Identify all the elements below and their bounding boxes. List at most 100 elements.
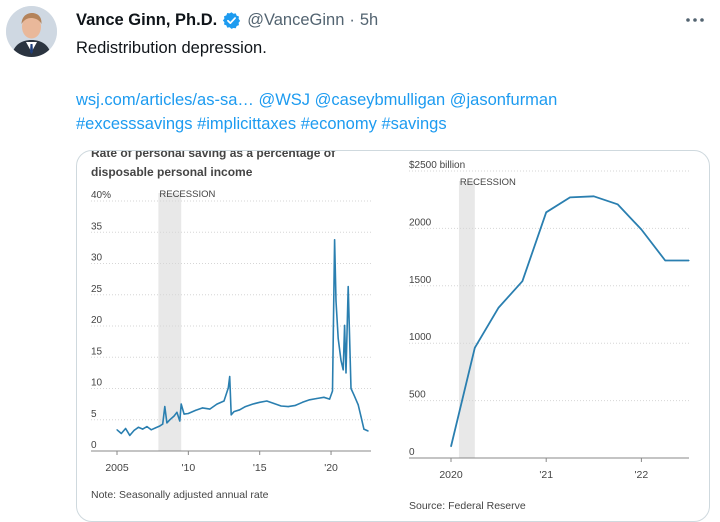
- data-point: [688, 259, 690, 262]
- article-link[interactable]: wsj.com/articles/as-sa…: [76, 91, 254, 109]
- mention-wsj[interactable]: @WSJ: [258, 91, 311, 109]
- data-point: [169, 419, 171, 421]
- data-point: [347, 286, 349, 288]
- y-tick-label: 1500: [409, 275, 432, 286]
- y-tick-label: 2000: [409, 217, 432, 228]
- recession-band: [458, 181, 475, 458]
- data-point: [173, 415, 175, 417]
- y-tick-label: 40%: [91, 190, 111, 201]
- data-point: [342, 369, 344, 371]
- x-tick-label: '21: [539, 469, 553, 481]
- data-point: [194, 409, 197, 411]
- tweet-header: Vance Ginn, Ph.D. @VanceGinn · 5h: [76, 9, 378, 31]
- media-card[interactable]: Rate of personal saving as a percentage …: [76, 150, 710, 522]
- data-point: [357, 404, 359, 406]
- y-tick-label: 1000: [409, 332, 432, 343]
- data-point: [179, 420, 181, 422]
- data-point: [287, 406, 289, 408]
- data-point: [164, 406, 166, 408]
- y-tick-label: $2500 billion: [409, 160, 465, 171]
- verified-badge-icon: [222, 11, 241, 30]
- more-options-icon[interactable]: [682, 12, 708, 28]
- data-point: [162, 423, 164, 425]
- data-point: [331, 390, 334, 392]
- data-point: [337, 337, 339, 340]
- recession-label: RECESSION: [460, 177, 516, 188]
- chart-title-line-2: disposable personal income: [91, 165, 253, 179]
- hashtag-implicittaxes[interactable]: #implicittaxes: [197, 115, 297, 133]
- data-point: [133, 429, 135, 431]
- chart-note: Source: Federal Reserve: [409, 500, 526, 512]
- data-point: [617, 203, 619, 205]
- data-point: [180, 403, 182, 405]
- y-tick-label: 20: [91, 315, 103, 326]
- avatar[interactable]: [6, 6, 57, 57]
- data-point: [230, 414, 232, 416]
- data-point: [294, 404, 296, 406]
- data-point: [593, 195, 595, 197]
- x-tick-label: '22: [635, 469, 649, 481]
- data-point: [323, 396, 325, 398]
- data-point: [309, 399, 311, 401]
- author-name[interactable]: Vance Ginn, Ph.D.: [76, 10, 218, 29]
- data-point: [187, 412, 189, 415]
- y-tick-label: 30: [91, 253, 103, 264]
- charts-image: Rate of personal saving as a percentage …: [91, 151, 690, 512]
- data-point: [150, 429, 152, 431]
- data-point: [329, 398, 331, 400]
- y-tick-label: 25: [91, 284, 103, 295]
- data-point: [166, 422, 168, 424]
- chart-note: Note: Seasonally adjusted annual rate: [91, 489, 269, 501]
- recession-label: RECESSION: [159, 189, 215, 200]
- data-point: [569, 196, 571, 199]
- hashtag-excesssavings[interactable]: #excesssavings: [76, 115, 193, 133]
- mention-caseybmulligan[interactable]: @caseybmulligan: [314, 91, 446, 109]
- data-point: [223, 400, 225, 402]
- data-point: [273, 402, 275, 405]
- data-point: [367, 430, 369, 432]
- data-point: [301, 401, 304, 403]
- y-tick-label: 500: [409, 390, 426, 401]
- x-tick-label: '15: [253, 462, 267, 474]
- data-point: [176, 411, 178, 413]
- data-point: [120, 432, 122, 435]
- data-point: [640, 228, 643, 231]
- data-point: [350, 387, 352, 390]
- data-point: [280, 405, 282, 407]
- x-tick-label: 2005: [105, 462, 129, 474]
- mention-jasonfurman[interactable]: @jasonfurman: [449, 91, 558, 109]
- data-point: [124, 427, 127, 430]
- data-point: [154, 427, 157, 429]
- data-point: [202, 407, 204, 409]
- data-point: [664, 259, 666, 262]
- author-handle[interactable]: @VanceGinn: [247, 10, 345, 29]
- hashtag-economy[interactable]: #economy: [300, 115, 377, 133]
- data-point: [345, 372, 347, 374]
- data-point: [353, 394, 355, 396]
- data-point: [216, 403, 218, 405]
- data-point: [142, 428, 144, 430]
- data-point: [183, 413, 185, 415]
- data-point: [137, 426, 140, 428]
- data-point: [363, 428, 365, 430]
- timestamp[interactable]: 5h: [359, 10, 379, 29]
- data-point: [233, 411, 235, 413]
- data-point: [146, 426, 148, 428]
- data-point: [360, 416, 362, 418]
- data-point: [159, 425, 161, 427]
- series-line: [116, 239, 369, 437]
- x-tick-label: '10: [182, 462, 196, 474]
- data-point: [316, 397, 318, 400]
- data-point: [334, 239, 336, 241]
- data-point: [239, 409, 241, 411]
- data-point: [335, 300, 337, 302]
- y-tick-label: 10: [91, 378, 103, 389]
- y-tick-label: 5: [91, 409, 97, 420]
- tweet-links-line-1: wsj.com/articles/as-sa… @WSJ @caseybmull…: [76, 89, 557, 111]
- hashtag-savings[interactable]: #savings: [381, 115, 447, 133]
- data-point: [344, 324, 346, 326]
- recession-band: [158, 193, 182, 451]
- data-point: [251, 403, 254, 405]
- data-point: [209, 408, 211, 410]
- data-point: [129, 434, 131, 436]
